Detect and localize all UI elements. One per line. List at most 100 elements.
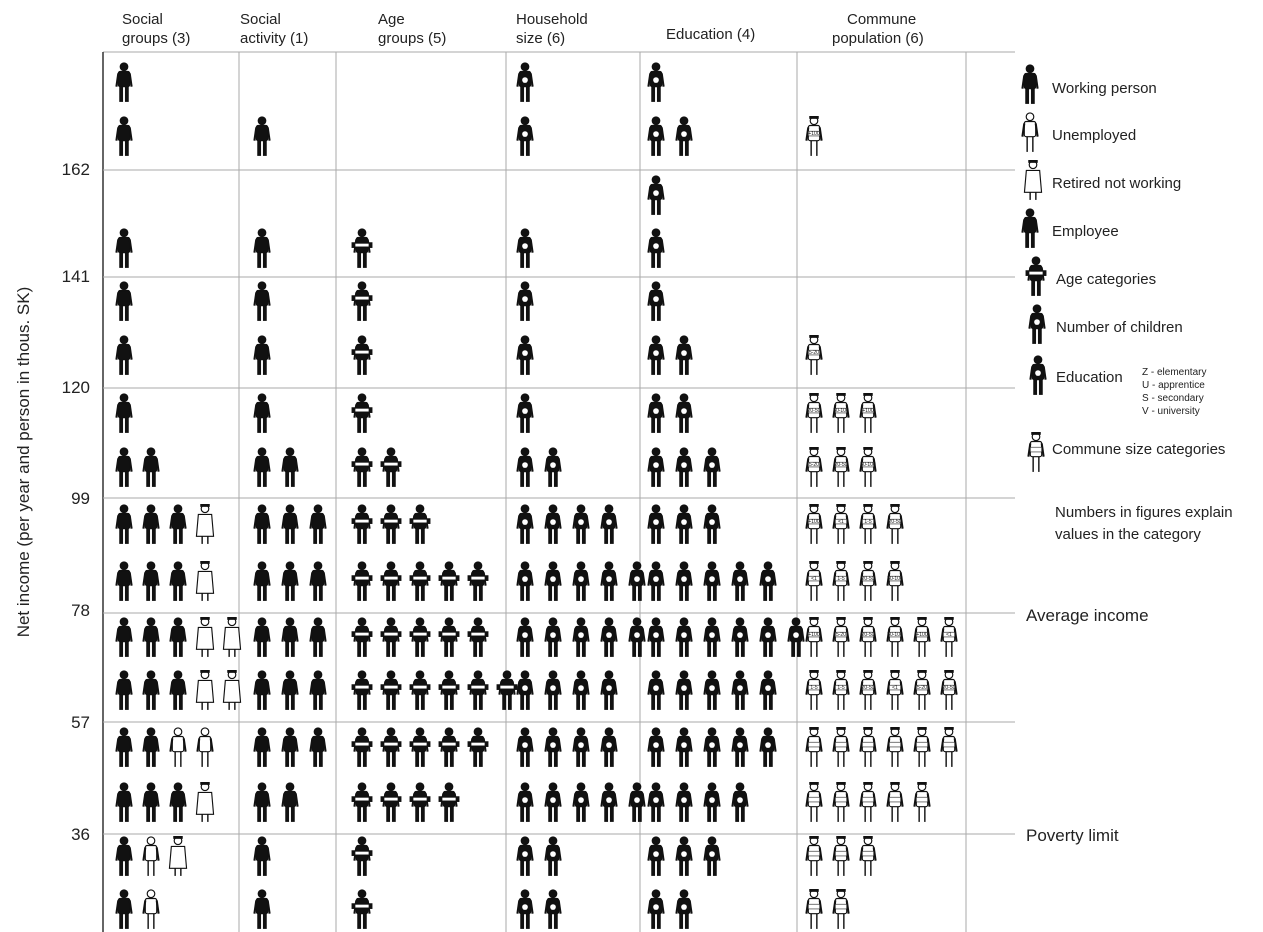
column-header-line: size (6): [516, 30, 566, 47]
y-tick-label: 162: [61, 160, 90, 179]
children-icon: [628, 782, 646, 822]
education-icon: [647, 281, 665, 321]
education-icon: [703, 447, 721, 487]
employee-icon: [253, 617, 271, 657]
children-icon: [516, 335, 534, 375]
age-category-icon: [351, 228, 373, 268]
working-person-icon: [115, 561, 133, 601]
commune-size-label: 20-50: [862, 685, 875, 691]
working-person-icon: [169, 782, 187, 822]
working-person-icon: [115, 504, 133, 544]
education-icon: [675, 447, 693, 487]
commune-size-icon: [940, 670, 958, 710]
commune-size-label: <1: [892, 685, 898, 691]
children-icon: [516, 727, 534, 767]
y-axis-label: Net income (per year and person in thous…: [14, 286, 33, 638]
education-icon: [675, 504, 693, 544]
age-category-icon: [380, 727, 402, 767]
employee-icon: [281, 447, 299, 487]
education-icon: [675, 836, 693, 876]
education-icon: [647, 727, 665, 767]
education-code-z: Z - elementary: [1142, 367, 1207, 378]
age-category-icon: [351, 504, 373, 544]
working-person-icon: [115, 617, 133, 657]
column-header-line: groups (3): [122, 30, 191, 47]
education-icon: [675, 116, 693, 156]
commune-size-label: 20-50: [862, 632, 875, 638]
column-header-line: Education (4): [666, 26, 756, 43]
working-person-icon: [115, 836, 133, 876]
age-category-icon: [351, 782, 373, 822]
commune-size-icon: [805, 447, 823, 487]
employee-icon: [309, 561, 327, 601]
education-icon: [703, 727, 721, 767]
children-icon: [544, 782, 562, 822]
age-category-icon: [351, 281, 373, 321]
children-icon: [544, 504, 562, 544]
legend-label-employee: Employee: [1052, 223, 1119, 240]
education-icon: [647, 561, 665, 601]
working-person-icon: [115, 116, 133, 156]
commune-size-icon: [913, 670, 931, 710]
children-icon: [516, 617, 534, 657]
children-icon: [516, 62, 534, 102]
employee-icon: [281, 670, 299, 710]
employee-icon: [253, 335, 271, 375]
commune-size-label: 50-100: [860, 462, 876, 468]
retired-icon: [168, 836, 188, 876]
commune-size-icon: [805, 617, 823, 657]
column-header-social-activity: Social activity (1): [240, 10, 308, 48]
commune-size-icon: [859, 727, 877, 767]
children-icon: [516, 228, 534, 268]
age-category-icon: [351, 836, 373, 876]
legend-label-retired: Retired not working: [1052, 175, 1182, 192]
children-icon: [544, 727, 562, 767]
children-icon: [516, 782, 534, 822]
working-person-icon: [115, 228, 133, 268]
education-icon: [647, 393, 665, 433]
employee-icon: [253, 670, 271, 710]
working-person-icon: [169, 617, 187, 657]
education-icon: [675, 617, 693, 657]
working-person-icon: [142, 561, 160, 601]
children-icon: [600, 617, 618, 657]
education-icon: [647, 116, 665, 156]
children-icon: [516, 504, 534, 544]
legend-label-children: Number of children: [1056, 319, 1183, 336]
employee-icon: [253, 889, 271, 929]
employee-icon: [309, 670, 327, 710]
commune-size-icon: [859, 782, 877, 822]
commune-size-icon: [913, 617, 931, 657]
commune-size-icon: [805, 670, 823, 710]
commune-size-icon: [859, 836, 877, 876]
commune-size-label: 1-5: [837, 576, 844, 582]
education-code-s: S - secondary: [1142, 393, 1204, 404]
column-header-social-groups: Social groups (3): [122, 10, 190, 48]
commune-size-label: 50-100: [833, 408, 849, 414]
retired-icon: [195, 617, 215, 657]
working-person-icon: [169, 670, 187, 710]
education-icon: [675, 782, 693, 822]
commune-size-label: +100: [862, 408, 873, 414]
retired-icon: [195, 504, 215, 544]
poverty-limit-label: Poverty limit: [1026, 826, 1119, 845]
children-icon: [544, 447, 562, 487]
education-icon: [731, 782, 749, 822]
children-icon: [600, 727, 618, 767]
children-icon: [572, 727, 590, 767]
commune-size-label: 5-20: [836, 632, 846, 638]
retired-icon: [222, 617, 242, 657]
working-person-icon: [115, 889, 133, 929]
commune-size-icon: [886, 617, 904, 657]
legend-label-education: Education: [1056, 369, 1123, 386]
column-header-line: Social: [122, 11, 163, 28]
education-icon: [647, 62, 665, 102]
commune-size-icon: [859, 561, 877, 601]
column-header-line: Age: [378, 11, 405, 28]
commune-size-label: 20-50: [808, 408, 821, 414]
y-tick-label: 57: [71, 713, 90, 732]
education-icon: [731, 561, 749, 601]
children-icon: [516, 281, 534, 321]
commune-size-label: 1-5: [810, 685, 817, 691]
commune-size-label: 20-50: [862, 576, 875, 582]
